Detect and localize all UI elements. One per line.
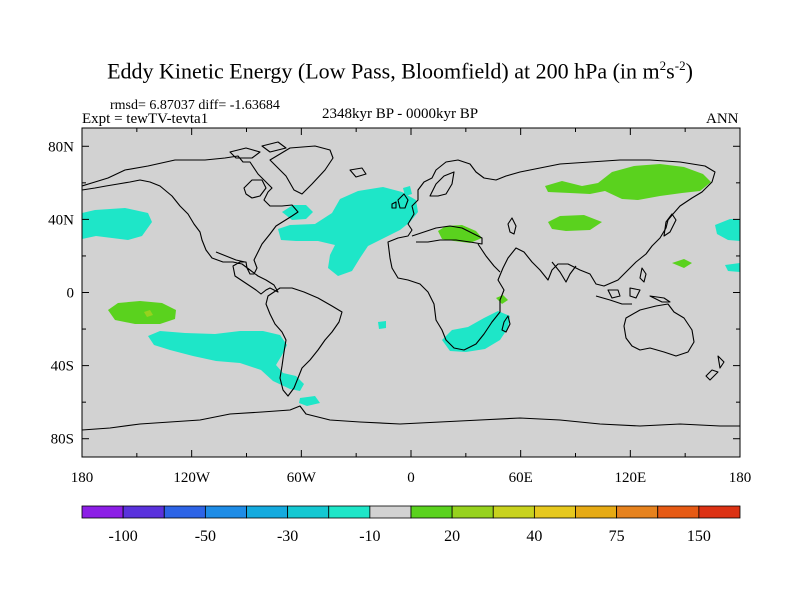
coast-south-america — [265, 287, 343, 397]
colorbar-swatch — [533, 505, 576, 519]
x-tick-label: 60E — [509, 470, 533, 486]
field-tropical-pacific-core — [144, 310, 153, 317]
coastlines — [82, 141, 740, 431]
coast-india — [551, 261, 577, 283]
field-west-pacific — [672, 259, 692, 268]
y-tick-label: 80N — [48, 139, 74, 155]
colorbar-label: -10 — [359, 528, 380, 545]
chart-title: Eddy Kinetic Energy (Low Pass, Bloomfiel… — [0, 58, 800, 84]
colorbar-label: 40 — [526, 528, 542, 545]
y-tick-label: 40S — [51, 359, 74, 375]
colorbar-label: -30 — [277, 528, 298, 545]
field-central-asia-south — [548, 215, 602, 231]
x-tick-label: 180 — [71, 470, 94, 486]
colorbar-label: -50 — [195, 528, 216, 545]
stats-label: rmsd= 6.87037 diff= -1.63684 — [110, 98, 280, 113]
field-pacific-dateline — [715, 219, 740, 241]
field-south-pacific-small — [299, 396, 320, 406]
colorbar-swatch — [410, 505, 453, 519]
coast-hudson-bay — [243, 179, 267, 199]
title-superscript-1: 2 — [659, 58, 667, 73]
colorbar-swatch — [492, 505, 535, 519]
colorbar-swatch — [328, 505, 371, 519]
coast-caspian — [507, 217, 517, 235]
coast-mediterranean — [411, 225, 483, 245]
colorbar-swatch — [657, 505, 700, 519]
period-label: 2348kyr BP - 0000kyr BP — [322, 106, 479, 122]
coast-new-zealand — [705, 355, 725, 381]
colorbar-swatch — [204, 505, 247, 519]
colorbar-swatch — [369, 505, 412, 519]
colorbar-label: 150 — [687, 528, 711, 545]
coast-red-sea — [477, 243, 501, 273]
coast-eurasia-africa — [387, 159, 716, 351]
colorbar-label: 75 — [609, 528, 625, 545]
field-east-africa — [496, 295, 508, 304]
coast-madagascar — [501, 315, 511, 333]
y-tick-label: 80S — [51, 432, 74, 448]
coast-japan — [663, 213, 677, 237]
axis-ticks — [81, 128, 741, 457]
coast-greenland — [269, 145, 334, 195]
colorbar: -100 -50 -30 -10 20 40 75 150 — [81, 505, 741, 545]
title-end-text: ) — [685, 58, 693, 84]
anomaly-fields — [82, 141, 740, 431]
colorbar-swatch — [616, 505, 659, 519]
coast-indonesia — [595, 287, 671, 305]
coast-gulf — [215, 251, 246, 263]
coast-australia — [623, 303, 695, 357]
field-mediterranean — [438, 225, 482, 243]
colorbar-label: 20 — [444, 528, 460, 545]
colorbar-swatch — [575, 505, 618, 519]
coast-scandinavia — [429, 171, 455, 197]
x-tick-label: 120E — [614, 470, 646, 486]
x-tick-label: 60W — [287, 470, 317, 486]
coast-iceland — [349, 167, 367, 178]
x-tick-label: 180 — [729, 470, 752, 486]
coast-arctic-islands — [229, 141, 287, 159]
coast-great-britain — [391, 193, 409, 209]
colorbar-swatch — [246, 505, 289, 519]
field-north-atlantic — [278, 187, 418, 276]
colorbar-swatch — [81, 505, 124, 519]
field-south-pacific — [148, 331, 304, 391]
y-tick-label: 0 — [67, 286, 75, 302]
field-north-atlantic-ne — [403, 186, 412, 196]
field-tropical-pacific — [108, 301, 176, 324]
axis-labels: 180 120W 60W 0 60E 120E 180 80N 40N 0 40S 80S — [48, 139, 751, 486]
title-mid-text: s — [666, 58, 675, 84]
field-central-asia — [545, 164, 711, 200]
experiment-label: Expt = tewTV-tevta1 — [82, 111, 209, 127]
title-main-text: Eddy Kinetic Energy (Low Pass, Bloomfiel… — [107, 58, 660, 84]
x-tick-label: 120W — [173, 470, 211, 486]
field-south-atlantic-spot — [378, 321, 386, 329]
title-superscript-2: -2 — [674, 58, 686, 73]
colorbar-swatch — [287, 505, 330, 519]
colorbar-swatch — [122, 505, 165, 519]
field-pacific-east-small — [725, 263, 740, 272]
colorbar-label: -100 — [108, 528, 137, 545]
coast-philippines — [639, 267, 647, 283]
season-label: ANN — [706, 111, 739, 127]
colorbar-swatch — [698, 505, 741, 519]
y-tick-label: 40N — [48, 212, 74, 228]
field-north-pacific-west — [82, 208, 152, 240]
x-tick-label: 0 — [407, 470, 415, 486]
coast-antarctica — [82, 405, 740, 431]
colorbar-swatch — [163, 505, 206, 519]
colorbar-swatch — [451, 505, 494, 519]
